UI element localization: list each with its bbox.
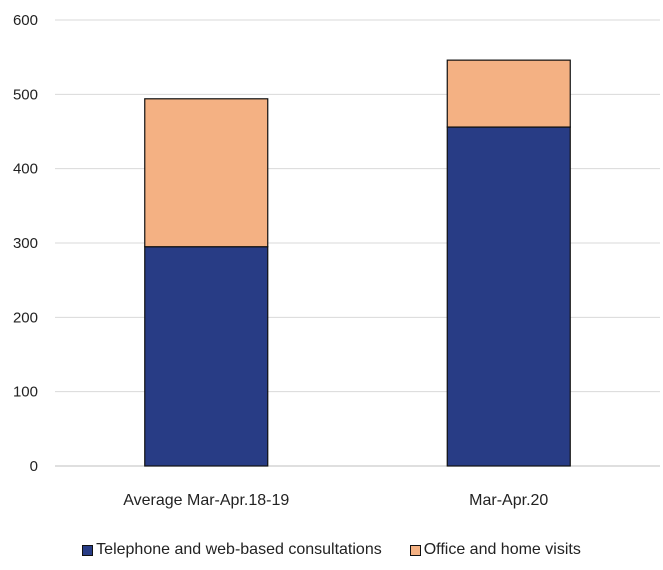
- y-tick-label: 500: [13, 86, 38, 103]
- legend-item-office: Office and home visits: [409, 541, 581, 559]
- bars: [144, 59, 571, 467]
- y-tick-label: 400: [13, 161, 38, 178]
- legend-label-telephone: Telephone and web-based consultations: [96, 541, 382, 558]
- legend-swatch-office: [409, 544, 421, 556]
- bar-segment-office: [144, 98, 269, 248]
- y-tick-label: 0: [30, 458, 38, 475]
- y-tick-label: 300: [13, 235, 38, 252]
- x-tick-label: Average Mar-Apr.18-19: [123, 492, 289, 509]
- x-tick-label: Mar-Apr.20: [469, 492, 548, 509]
- bar-segment-telephone: [446, 126, 571, 467]
- legend-item-telephone: Telephone and web-based consultations: [82, 541, 382, 559]
- y-axis: 0 100 200 300 400 500 600: [13, 12, 38, 475]
- legend-label-office: Office and home visits: [423, 541, 581, 558]
- bar-segment-office: [446, 59, 571, 128]
- legend-swatch-telephone: [82, 544, 94, 556]
- y-tick-label: 200: [13, 309, 38, 326]
- x-axis: Average Mar-Apr.18-19 Mar-Apr.20: [123, 492, 548, 509]
- y-tick-label: 600: [13, 12, 38, 29]
- stacked-bar-chart: 0 100 200 300 400 500 600 Average Mar-Apr.18-1…: [13, 12, 660, 509]
- legend: Telephone and web-based consultations Of…: [0, 541, 663, 559]
- y-tick-label: 100: [13, 384, 38, 401]
- bar-segment-telephone: [144, 246, 269, 467]
